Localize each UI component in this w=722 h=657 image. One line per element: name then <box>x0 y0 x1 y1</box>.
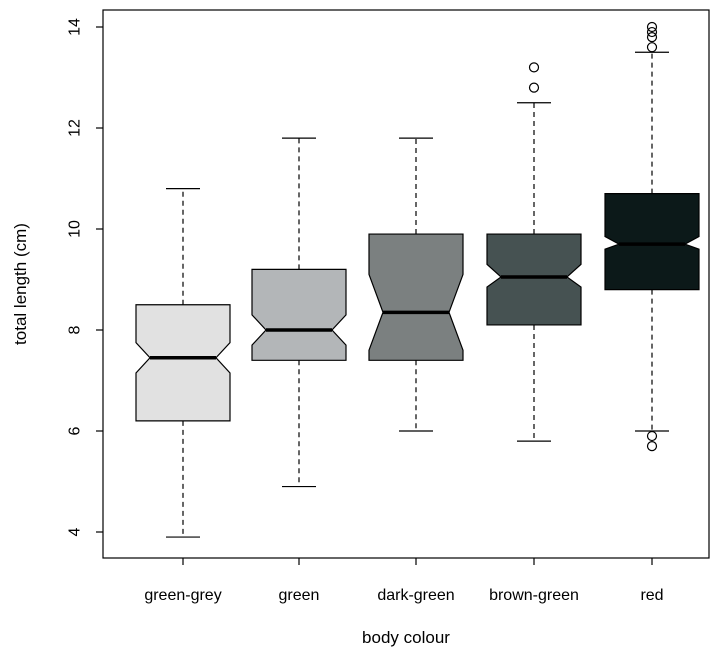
box-red <box>604 21 700 452</box>
outlier-point <box>646 26 658 38</box>
outlier-point <box>528 82 540 93</box>
outlier-point <box>646 31 658 43</box>
outlier-point <box>646 441 658 452</box>
box-dark-green <box>368 137 464 432</box>
boxes-layer <box>135 21 700 538</box>
x-tick-label: brown-green <box>489 587 579 604</box>
box-green <box>251 137 347 488</box>
box-body <box>486 233 582 326</box>
y-tick-label: 14 <box>67 18 84 36</box>
box-body <box>251 268 347 361</box>
x-axis-title: body colour <box>362 628 450 647</box>
y-tick-label: 10 <box>67 220 84 238</box>
box-body <box>368 233 464 361</box>
box-body <box>135 304 231 422</box>
outlier-point <box>646 42 658 53</box>
y-tick-label: 8 <box>67 325 84 334</box>
outlier-point <box>528 62 540 73</box>
y-tick-label: 12 <box>67 119 84 137</box>
plot-frame <box>102 9 710 559</box>
y-tick-label: 4 <box>67 527 84 536</box>
y-axis-title: total length (cm) <box>11 223 30 345</box>
x-tick-label: green <box>279 587 320 604</box>
box-body <box>604 193 700 291</box>
x-axis: green-grey green dark-green brown-green red <box>144 558 664 604</box>
y-tick-label: 6 <box>67 426 84 435</box>
box-green-grey <box>135 188 231 538</box>
x-tick-label: red <box>640 587 663 604</box>
x-tick-label: green-grey <box>144 587 221 604</box>
outlier-point <box>646 21 658 33</box>
outlier-point <box>646 430 658 442</box>
x-tick-label: dark-green <box>377 587 454 604</box>
box-brown-green <box>486 62 582 442</box>
y-axis: 4 6 8 10 12 14 <box>67 18 103 536</box>
